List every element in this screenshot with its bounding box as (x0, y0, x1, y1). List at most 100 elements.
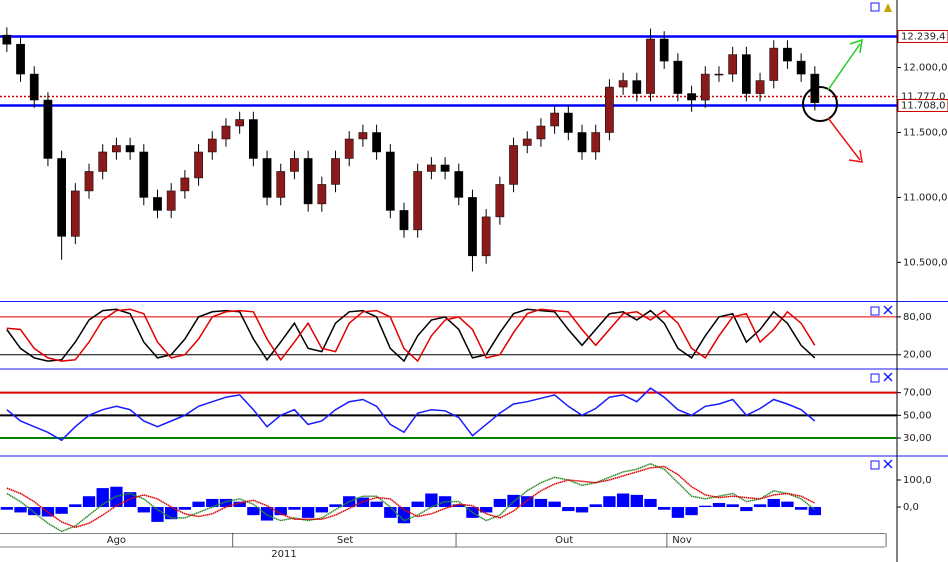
y-tick-label: 12.000,0 (903, 63, 948, 74)
y-tick-label: 80,00 (903, 312, 932, 323)
line-series (6, 387, 816, 442)
candle-body (796, 60, 806, 75)
histogram-bar (69, 504, 82, 508)
candle-body (755, 80, 765, 94)
histogram-bar (274, 507, 287, 516)
candle-body (235, 119, 245, 127)
close-icon[interactable] (883, 459, 893, 469)
histogram-bar (794, 507, 808, 510)
histogram-bar (753, 504, 767, 508)
person-icon[interactable] (884, 3, 892, 12)
candle-body (728, 54, 738, 75)
histogram-bar (658, 507, 671, 510)
candle-body (358, 132, 368, 140)
x-tick-label: Nov (672, 535, 692, 546)
histogram-bar (685, 507, 698, 516)
candle-body (276, 171, 286, 198)
price-level-label: 12.239,4 (901, 31, 946, 42)
candle-body (440, 164, 450, 172)
line-series (6, 465, 816, 529)
candle-body (577, 132, 587, 153)
candle-body (84, 171, 94, 192)
histogram-bar (219, 498, 233, 508)
price-level-label: 11.708,0 (901, 100, 946, 111)
histogram-bar (562, 507, 575, 512)
y-tick-label: 50,00 (903, 410, 932, 421)
histogram-bar (151, 507, 164, 522)
down-arrow-head (848, 149, 863, 163)
candle-body (700, 73, 710, 101)
candle-body (659, 38, 669, 62)
histogram-bar (630, 494, 643, 508)
histogram-bar (548, 501, 561, 508)
candle-body (125, 145, 135, 153)
y-tick-label: 11.000,0 (903, 192, 948, 203)
histogram-bar (247, 507, 260, 516)
candle-body (495, 184, 505, 218)
candle-body (43, 99, 53, 159)
close-icon[interactable] (883, 372, 893, 382)
candle-body (632, 80, 642, 94)
candle-body (262, 158, 272, 198)
maximize-icon[interactable] (870, 460, 880, 470)
histogram-bar (14, 507, 27, 513)
candle-body (98, 151, 108, 172)
histogram-bar (740, 507, 753, 512)
candle-body (509, 145, 518, 185)
histogram-bar (233, 501, 246, 508)
year-label: 2011 (271, 549, 296, 560)
y-tick-label: 20,00 (903, 350, 932, 361)
candle-body (2, 34, 12, 45)
y-tick-label: 11.500,0 (903, 127, 948, 138)
candle-body (714, 73, 724, 76)
candle-body (221, 125, 231, 140)
price-level-box (897, 29, 948, 43)
histogram-bar (479, 507, 493, 513)
candle-body (166, 190, 176, 211)
close-icon[interactable] (883, 305, 893, 315)
histogram-bar (589, 504, 602, 508)
histogram-bar (438, 496, 452, 508)
y-tick-label: 0,0 (903, 502, 919, 513)
candle-body (468, 197, 477, 257)
maximize-icon[interactable] (870, 2, 880, 12)
candle-body (618, 80, 628, 88)
candle-body (139, 151, 149, 198)
maximize-icon[interactable] (870, 373, 880, 383)
candle-body (344, 138, 354, 159)
annotations (802, 38, 863, 163)
histogram-bar (41, 507, 55, 517)
histogram-bar (808, 507, 821, 516)
candle-body (317, 184, 327, 205)
histogram-bar (301, 507, 315, 518)
candle-body (399, 210, 409, 231)
candle-body (673, 60, 683, 94)
histogram-bar (712, 502, 726, 508)
down-arrow (827, 117, 861, 161)
candle-body (70, 190, 80, 237)
candle-body (687, 93, 696, 101)
candle-body (646, 38, 655, 94)
histogram-bar (55, 507, 68, 514)
candle-body (605, 86, 614, 133)
candle-body (413, 171, 423, 231)
candle-body (112, 145, 121, 153)
candle-body (385, 151, 395, 211)
histogram-bar (0, 507, 14, 510)
candle-body (207, 138, 217, 153)
histogram-bar (411, 501, 424, 508)
histogram-bar (534, 498, 548, 508)
candle-body (180, 177, 190, 192)
histogram-bar (767, 498, 780, 508)
histogram-bar (178, 507, 192, 510)
candle-body (57, 158, 66, 237)
histogram-bar (28, 507, 41, 516)
histogram-bar (315, 507, 328, 513)
histogram-bar (726, 504, 739, 508)
y-tick-label: 70,00 (903, 388, 932, 399)
histogram-bar (616, 493, 630, 508)
maximize-icon[interactable] (870, 306, 880, 316)
line-series (6, 308, 816, 363)
x-tick-label: Out (555, 535, 573, 546)
